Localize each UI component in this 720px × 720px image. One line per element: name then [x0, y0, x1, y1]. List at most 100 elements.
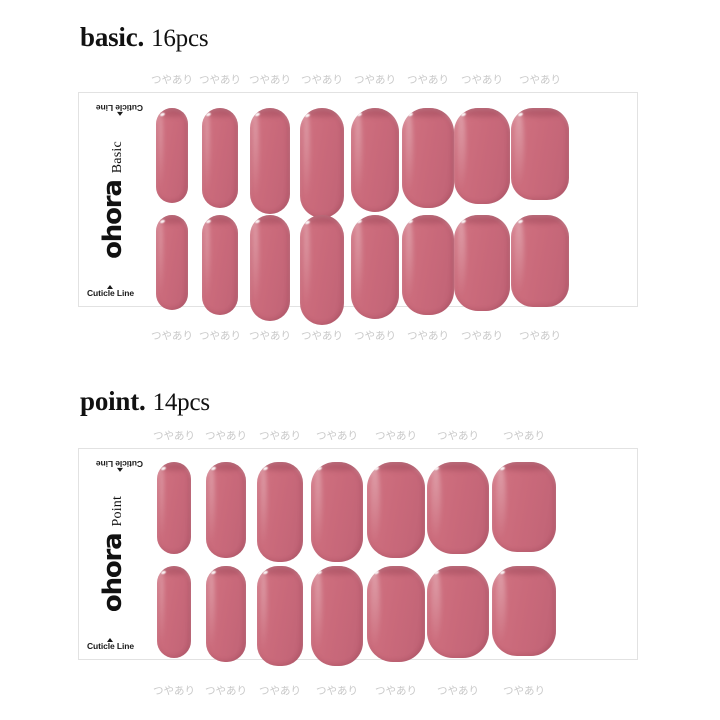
triangle-up-icon: [107, 638, 114, 643]
gloss-sheen: [159, 464, 165, 539]
gloss-sheen: [204, 218, 210, 298]
gloss-label: つやあり: [354, 330, 396, 342]
gloss-sheen: [159, 568, 165, 643]
gloss-sheen: [252, 218, 259, 303]
gloss-label: つやあり: [301, 330, 343, 342]
nail-decal: [257, 566, 303, 666]
gloss-sheen: [370, 464, 380, 542]
nail-decal: [257, 462, 303, 562]
nail-decal: [206, 566, 246, 662]
nail-decal: [157, 566, 191, 658]
triangle-up-icon: [107, 285, 114, 290]
gloss-label: つやあり: [205, 685, 247, 697]
gloss-sheen: [514, 217, 524, 292]
gloss-label: つやあり: [461, 330, 503, 342]
gloss-label-row-top_labels-basic: つやあり つやあり つやあり つやあり つやあり つやあり つやあり つやあり: [0, 72, 720, 88]
gloss-label: つやあり: [316, 430, 358, 442]
gloss-label: つやあり: [301, 74, 343, 86]
nail-decal: [367, 462, 425, 558]
nail-decal: [351, 108, 399, 212]
gloss-label: つやあり: [259, 430, 301, 442]
cuticle-line-marker-top: Cuticle Line: [96, 459, 143, 472]
gloss-label: つやあり: [519, 74, 561, 86]
nail-decal: [492, 566, 556, 656]
gloss-sheen: [157, 110, 164, 187]
gloss-sheen: [370, 568, 380, 646]
gloss-sheen: [204, 111, 210, 191]
nail-decal: [454, 215, 510, 311]
cuticle-line-label: Cuticle Line: [96, 102, 143, 113]
sheet-side-panel: Cuticle Line Cuticle Line ohora Basic: [79, 93, 147, 306]
gloss-sheen: [259, 465, 268, 545]
gloss-label-row-bottom_labels-basic: つやあり つやあり つやあり つやあり つやあり つやあり つやあり つやあり: [0, 328, 720, 344]
section-title-count: 14pcs: [152, 389, 211, 416]
gloss-label: つやあり: [151, 330, 193, 342]
gloss-label: つやあり: [151, 74, 193, 86]
gloss-label: つやあり: [519, 330, 561, 342]
gloss-sheen: [430, 464, 441, 539]
gloss-label: つやあり: [199, 74, 241, 86]
gloss-sheen: [259, 569, 268, 649]
cuticle-line-label: Cuticle Line: [96, 458, 143, 469]
gloss-label: つやあり: [503, 430, 545, 442]
gloss-sheen: [252, 111, 259, 196]
gloss-sheen: [514, 110, 524, 185]
section-title-name: basic.: [80, 22, 145, 52]
cuticle-line-marker-bottom: Cuticle Line: [87, 285, 134, 298]
gloss-label: つやあり: [316, 685, 358, 697]
gloss-sheen: [302, 111, 310, 200]
nail-decal: [156, 108, 188, 203]
nail-decal: [402, 108, 454, 208]
brand-variant-text: Basic: [110, 140, 125, 173]
nail-decal: [427, 462, 489, 554]
brand-logo-text: ohora: [98, 179, 128, 259]
gloss-sheen: [208, 464, 215, 542]
nail-decal: [311, 566, 363, 666]
gloss-label: つやあり: [461, 74, 503, 86]
nail-decal: [492, 462, 556, 552]
gloss-label: つやあり: [199, 330, 241, 342]
section-title-point: point. 14pcs: [80, 386, 211, 416]
gloss-label: つやあり: [437, 685, 479, 697]
cuticle-line-label: Cuticle Line: [87, 288, 134, 299]
nail-decal: [454, 108, 510, 204]
gloss-sheen: [302, 218, 310, 307]
gloss-sheen: [457, 217, 467, 295]
gloss-label-row-bottom_labels-point: つやあり つやあり つやあり つやあり つやあり つやあり つやあり: [0, 683, 720, 699]
gloss-label: つやあり: [503, 685, 545, 697]
gloss-label: つやあり: [407, 74, 449, 86]
nail-decal: [156, 215, 188, 310]
gloss-sheen: [208, 568, 215, 646]
cuticle-line-marker-bottom: Cuticle Line: [87, 638, 134, 651]
gloss-label: つやあり: [153, 430, 195, 442]
gloss-label: つやあり: [437, 430, 479, 442]
gloss-sheen: [353, 218, 362, 302]
gloss-sheen: [495, 464, 507, 537]
nail-decal: [427, 566, 489, 658]
nail-decal: [351, 215, 399, 319]
gloss-sheen: [430, 568, 441, 643]
nail-decal: [367, 566, 425, 662]
nail-decal: [511, 215, 569, 307]
section-title-name: point.: [80, 386, 146, 416]
nail-decal: [300, 215, 344, 325]
gloss-label: つやあり: [153, 685, 195, 697]
gloss-label: つやあり: [375, 685, 417, 697]
cuticle-line-label: Cuticle Line: [87, 641, 134, 652]
gloss-sheen: [314, 569, 323, 649]
gloss-sheen: [495, 568, 507, 641]
gloss-label: つやあり: [205, 430, 247, 442]
gloss-sheen: [353, 111, 362, 195]
nail-decal: [157, 462, 191, 554]
nail-decal: [511, 108, 569, 200]
brand-mark: ohora Point: [98, 496, 128, 612]
nail-decal: [206, 462, 246, 558]
section-title-count: 16pcs: [151, 25, 209, 52]
nail-decal: [300, 108, 344, 218]
gloss-sheen: [405, 111, 414, 191]
nail-decal: [202, 215, 238, 315]
nail-decal: [311, 462, 363, 562]
nail-decal: [250, 108, 290, 214]
gloss-label: つやあり: [375, 430, 417, 442]
